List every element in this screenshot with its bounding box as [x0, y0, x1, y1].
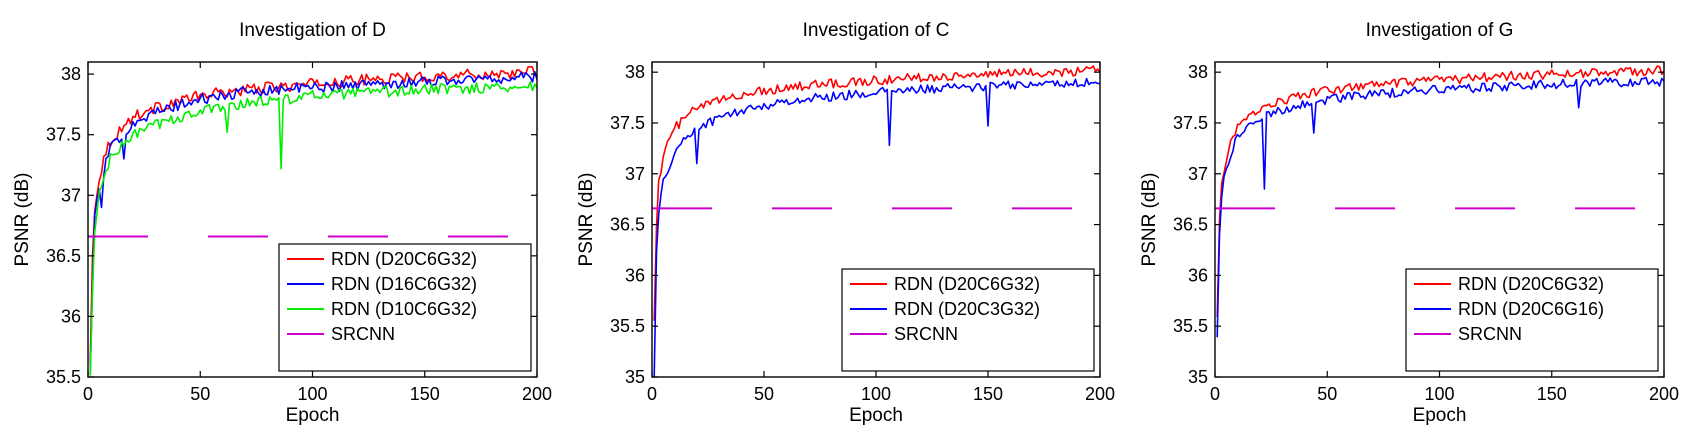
chart-title: Investigation of C [803, 20, 950, 41]
y-tick-label: 35 [625, 367, 645, 387]
y-tick-label: 38 [1188, 62, 1208, 82]
legend-entry: RDN (D20C3G32) [894, 299, 1040, 319]
y-tick-label: 37 [625, 164, 645, 184]
x-tick-label: 150 [410, 384, 440, 404]
legend-entry: SRCNN [331, 324, 395, 344]
y-tick-label: 35.5 [1173, 316, 1208, 336]
y-tick-label: 36 [1188, 265, 1208, 285]
y-tick-label: 35 [1188, 367, 1208, 387]
y-tick-label: 37 [1188, 164, 1208, 184]
series-line-3 [89, 81, 537, 376]
y-axis-label: PSNR (dB) [576, 173, 597, 267]
chart-title: Investigation of D [239, 20, 386, 41]
legend: RDN (D20C6G32) RDN (D20C3G32) SRCNN [841, 268, 1095, 372]
legend-entry: RDN (D20C6G32) [894, 274, 1040, 294]
x-tick-label: 0 [83, 384, 93, 404]
series-line-1 [1216, 65, 1664, 318]
legend-entry: RDN (D16C6G32) [331, 274, 477, 294]
plot-area [1215, 65, 1664, 338]
chart-panel-3: Investigation of G 0 50 100 150 200 35 35.5 36 36… [1139, 20, 1679, 426]
x-tick-label: 100 [1424, 384, 1454, 404]
x-tick-label: 0 [1210, 384, 1220, 404]
series-line-2 [89, 71, 537, 376]
y-tick-label: 36 [61, 306, 81, 326]
x-tick-label: 50 [190, 384, 210, 404]
legend-entry: RDN (D20C6G16) [1458, 299, 1604, 319]
y-tick-label: 37.5 [1173, 113, 1208, 133]
legend-entry: SRCNN [1458, 324, 1522, 344]
legend-entry: RDN (D20C6G32) [1458, 274, 1604, 294]
x-tick-label: 50 [754, 384, 774, 404]
x-axis-label: Epoch [286, 405, 340, 426]
legend-entry: RDN (D10C6G32) [331, 299, 477, 319]
y-tick-label: 36.5 [1173, 215, 1208, 235]
chart-panel-1: Investigation of D 0 50 100 150 200 35.5 36 36.5… [12, 20, 552, 426]
series-line-1 [653, 65, 1100, 321]
x-tick-label: 150 [1537, 384, 1567, 404]
y-tick-label: 35.5 [46, 367, 81, 387]
x-tick-label: 50 [1317, 384, 1337, 404]
y-tick-label: 37.5 [610, 113, 645, 133]
x-tick-label: 200 [1085, 384, 1115, 404]
legend-box [1405, 268, 1659, 372]
x-axis-label: Epoch [849, 405, 903, 426]
y-axis-label: PSNR (dB) [12, 173, 33, 267]
legend-box [841, 268, 1095, 372]
x-axis-label: Epoch [1413, 405, 1467, 426]
y-tick-label: 35.5 [610, 316, 645, 336]
legend-entry: SRCNN [894, 324, 958, 344]
series-line-2 [653, 77, 1100, 377]
y-tick-label: 38 [625, 62, 645, 82]
y-tick-label: 36 [625, 265, 645, 285]
series-line-2 [1216, 76, 1664, 338]
legend-box [278, 243, 532, 372]
legend-entry: RDN (D20C6G32) [331, 249, 477, 269]
y-tick-label: 36.5 [46, 246, 81, 266]
chart-title: Investigation of G [1366, 20, 1514, 41]
plot-area [652, 65, 1100, 377]
y-axis-label: PSNR (dB) [1139, 173, 1160, 267]
chart-panel-2: Investigation of C 0 50 100 150 200 35 35.5 36 36… [576, 20, 1115, 426]
x-tick-label: 200 [1649, 384, 1679, 404]
y-tick-label: 37 [61, 185, 81, 205]
x-tick-label: 150 [973, 384, 1003, 404]
legend: RDN (D20C6G32) RDN (D16C6G32) RDN (D10C6G3… [278, 243, 532, 372]
plot-area [88, 65, 537, 376]
y-tick-label: 38 [61, 64, 81, 84]
x-tick-label: 100 [297, 384, 327, 404]
legend: RDN (D20C6G32) RDN (D20C6G16) SRCNN [1405, 268, 1659, 372]
x-tick-label: 200 [522, 384, 552, 404]
y-tick-label: 37.5 [46, 125, 81, 145]
x-tick-label: 100 [861, 384, 891, 404]
x-tick-label: 0 [647, 384, 657, 404]
y-tick-label: 36.5 [610, 215, 645, 235]
